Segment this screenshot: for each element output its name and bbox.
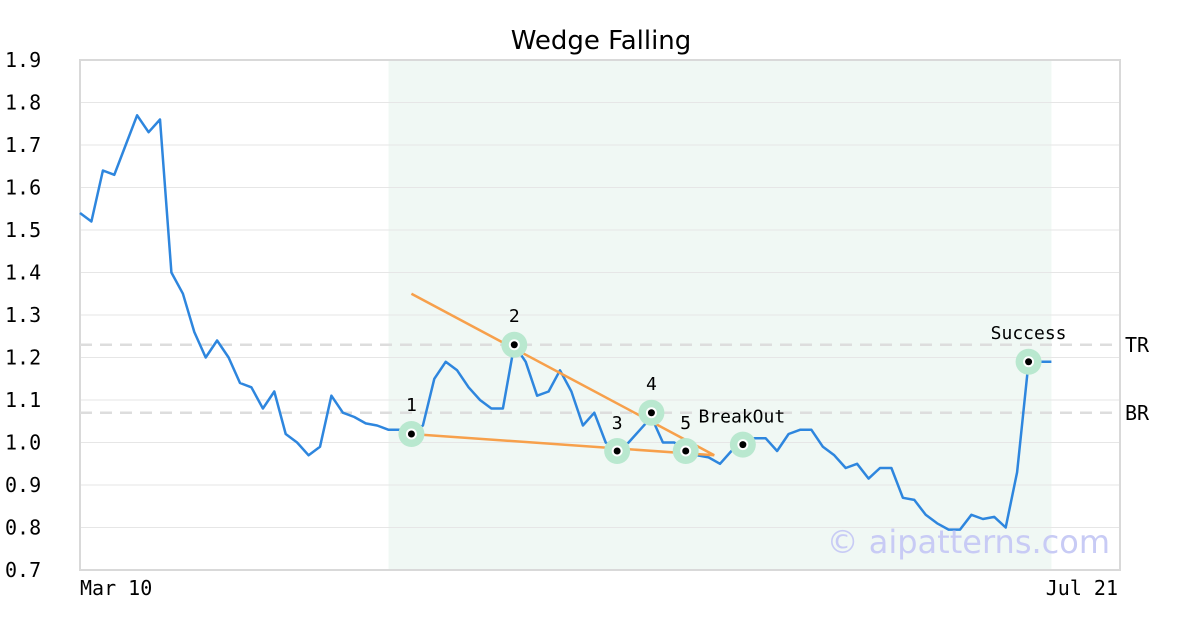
x-tick-label: Mar 10 [80, 576, 152, 600]
annotation-label: 3 [612, 413, 623, 434]
annotation-marker-dot [407, 430, 415, 438]
y-tick-label: 1.9 [5, 48, 41, 72]
watermark: © aipatterns.com [827, 523, 1110, 561]
y-tick-label: 1.1 [5, 388, 41, 412]
plot-frame [79, 59, 1121, 571]
lower-trend-line [411, 432, 715, 457]
upper-trend-line [410, 292, 715, 457]
annotation-marker-dot [647, 409, 655, 417]
y-tick-label: 1.3 [5, 303, 41, 327]
annotation-label: 2 [509, 306, 520, 327]
y-tick-label: 1.0 [5, 431, 41, 455]
y-tick-label: 1.2 [5, 346, 41, 370]
y-tick-label: 1.7 [5, 133, 41, 157]
y-tick-label: 1.8 [5, 91, 41, 115]
y-tick-label: 0.8 [5, 516, 41, 540]
y-tick-label: 1.6 [5, 176, 41, 200]
annotation-label: BreakOut [699, 407, 786, 428]
annotation-label: 5 [680, 413, 691, 434]
y-tick-label: 0.9 [5, 473, 41, 497]
price-series-line [79, 114, 1052, 531]
y-tick-label: 1.4 [5, 261, 41, 285]
annotation-marker-dot [682, 447, 690, 455]
annotation-marker-dot [739, 441, 747, 449]
y-tick-label: 1.5 [5, 218, 41, 242]
chart-title: Wedge Falling [511, 26, 692, 56]
y-tick-label: 0.7 [5, 558, 41, 582]
reference-label-tr: TR [1125, 333, 1150, 357]
x-tick-label: Jul 21 [1046, 576, 1118, 600]
annotation-marker-dot [510, 341, 518, 349]
annotation-label: Success [991, 323, 1067, 344]
annotation-label: 4 [646, 374, 657, 395]
annotation-marker-dot [613, 447, 621, 455]
annotation-label: 1 [406, 395, 417, 416]
annotation-marker-dot [1025, 358, 1033, 366]
reference-label-br: BR [1125, 401, 1150, 425]
